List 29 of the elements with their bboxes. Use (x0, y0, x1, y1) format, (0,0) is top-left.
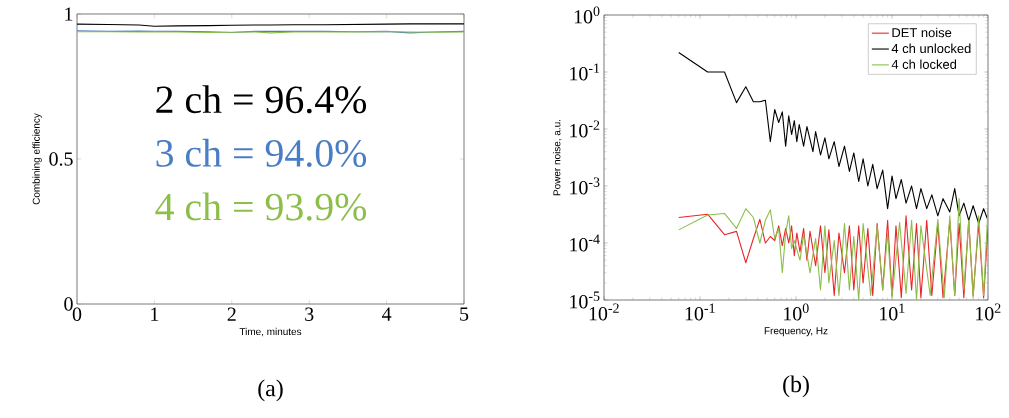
legend-label: 4 ch locked (891, 59, 957, 69)
y-tick-label: 10$^{0}$ (574, 6, 600, 24)
legend-label: 4 ch unlocked (891, 43, 971, 54)
text: (a) (258, 379, 283, 402)
legend-label: DET noise (892, 27, 952, 38)
x-axis-title: Time, minutes (239, 327, 302, 337)
y-axis-title: Power noise, a.u. (553, 119, 562, 196)
series-label: 2 ch = 96.4% (156, 85, 367, 114)
x-tick-label: 10$^{0}$ (784, 303, 809, 321)
x-tick-label: 10$^{-1}$ (685, 303, 715, 321)
y-tick-label: 10$^{-1}$ (570, 63, 600, 81)
x-axis-title: Frequency, Hz (764, 327, 828, 337)
x-tick-label: 1 (151, 307, 159, 321)
x-tick-label: 4 (382, 307, 392, 321)
text: (b) (783, 375, 809, 398)
y-tick-label: 10$^{-3}$ (570, 177, 600, 195)
x-tick-label: 10$^{-2}$ (589, 303, 619, 321)
x-tick-label: 3 (305, 307, 314, 321)
y-tick-label: 0.5 (49, 152, 73, 166)
text: 4 ch = 93.9% (155, 192, 367, 221)
x-tick-label: 10$^{2}$ (976, 303, 1001, 321)
x-tick-label: 5 (460, 307, 469, 321)
y-tick-label: 10$^{-4}$ (570, 234, 600, 252)
x-tick-label: 2 (227, 307, 236, 321)
y-axis-title: Combining efficiency (32, 113, 42, 205)
y-tick-label: 10$^{-2}$ (570, 120, 600, 138)
y-tick-label: 1 (65, 7, 73, 21)
text: 3 ch = 94.0% (156, 138, 367, 168)
x-tick-label: 10$^{1}$ (880, 303, 905, 321)
